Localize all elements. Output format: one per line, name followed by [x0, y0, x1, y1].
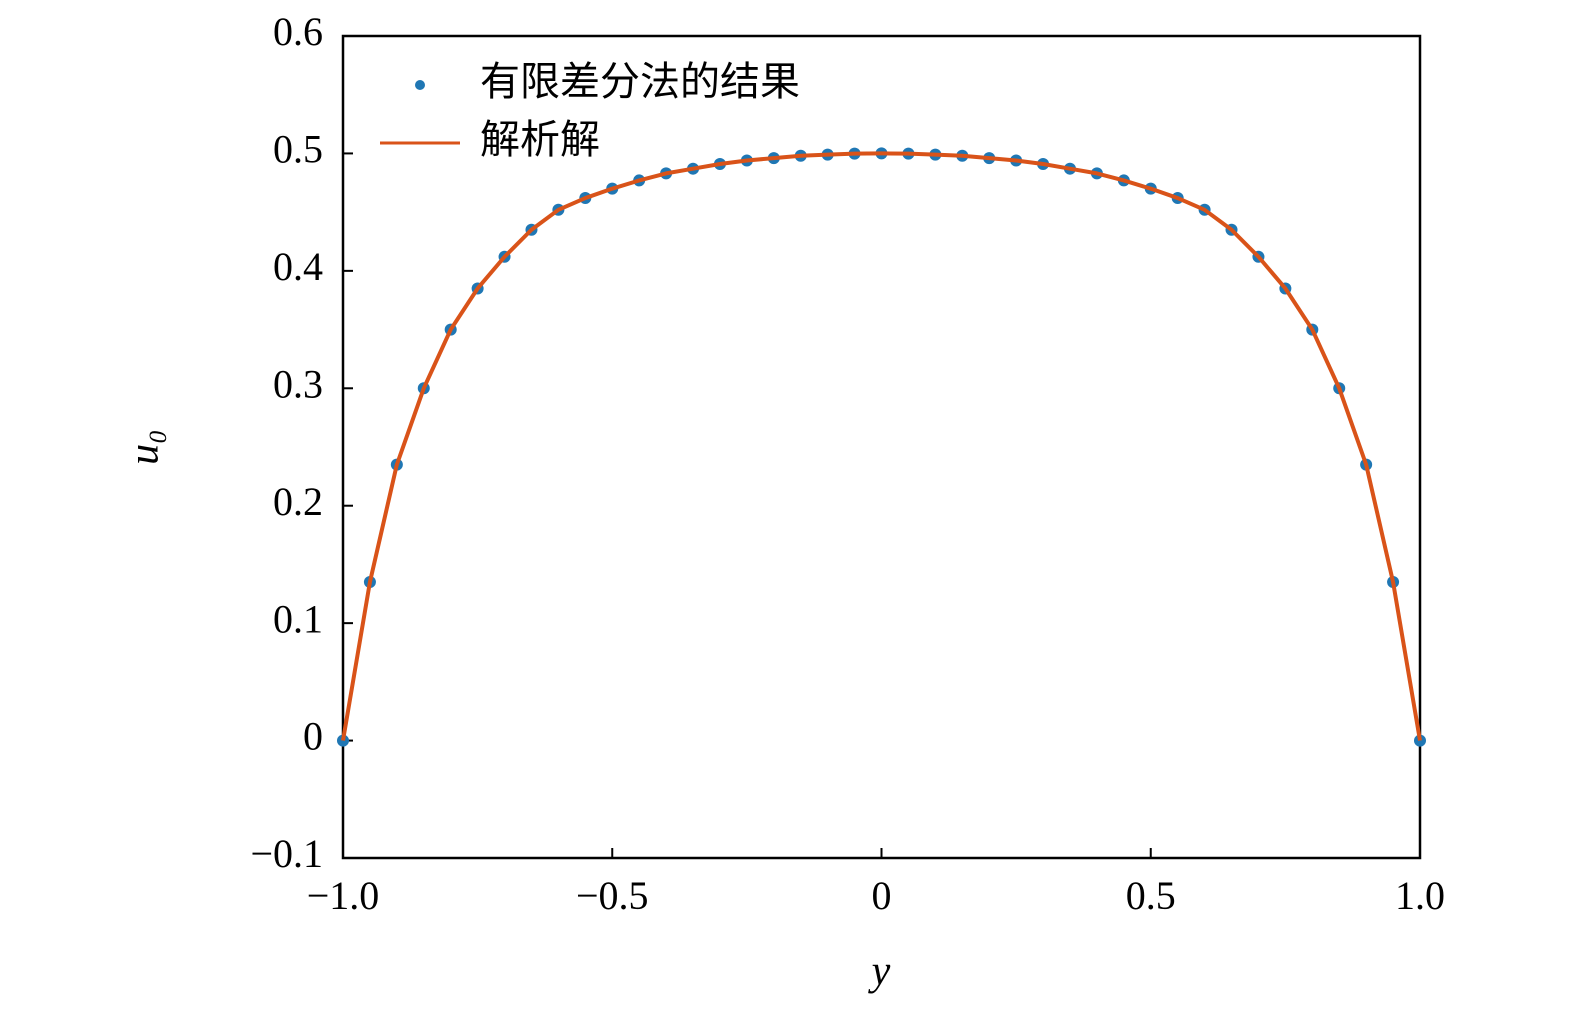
y-tick-label: 0.6: [273, 9, 323, 54]
y-tick-label: 0.2: [273, 479, 323, 524]
y-tick-label: 0.1: [273, 596, 323, 641]
y-tick-label: 0.5: [273, 127, 323, 172]
y-tick-label: 0: [303, 714, 323, 759]
x-tick-label: 1.0: [1395, 873, 1445, 918]
x-axis-label: y: [868, 949, 891, 995]
x-tick-label: −1.0: [307, 873, 380, 918]
y-tick-label: 0.3: [273, 361, 323, 406]
data-line: [341, 151, 1422, 741]
x-tick-label: 0: [872, 873, 892, 918]
y-tick-label: −0.1: [250, 831, 323, 876]
y-axis-label: u₀: [122, 429, 168, 465]
legend-label: 有限差分法的结果: [480, 59, 800, 105]
x-tick-label: 0.5: [1126, 873, 1176, 918]
legend-marker: [415, 80, 425, 90]
x-tick-label: −0.5: [576, 873, 649, 918]
y-tick-label: 0.4: [273, 244, 323, 289]
legend-label: 解析解: [480, 117, 600, 163]
